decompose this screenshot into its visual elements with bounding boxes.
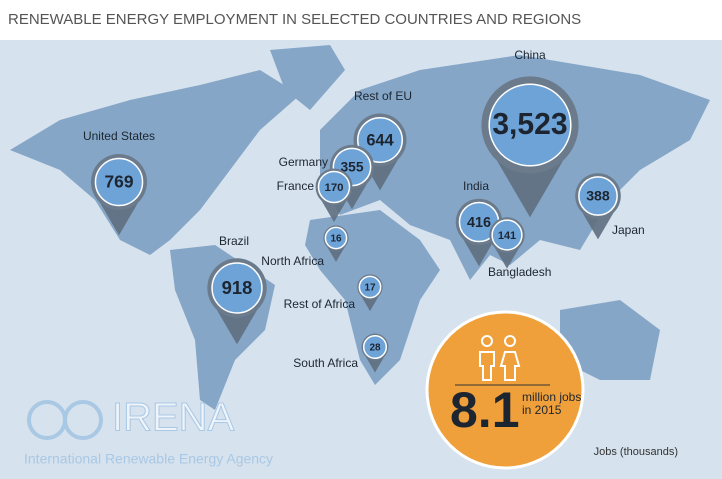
- title: RENEWABLE ENERGY EMPLOYMENT IN SELECTED …: [8, 11, 581, 28]
- pin-shape: [494, 247, 520, 269]
- pin-value: 170: [324, 182, 343, 194]
- pin-shape: [216, 308, 258, 345]
- pin: 3,523 China: [481, 48, 579, 218]
- greenland: [270, 45, 345, 110]
- pin-value: 17: [364, 283, 376, 294]
- pin: 416 India: [455, 179, 503, 267]
- pin-face: [491, 219, 523, 251]
- pin-face: [358, 275, 382, 299]
- total-circle: [425, 310, 585, 470]
- pin-label: Germany: [279, 155, 328, 169]
- pin-face: [356, 116, 404, 164]
- logo-name: IRENA: [112, 396, 235, 440]
- pin-face: [317, 170, 351, 204]
- pin-face: [578, 176, 618, 216]
- pin-value: 355: [341, 160, 364, 175]
- pin-face: [94, 157, 144, 207]
- pin-face: [211, 262, 263, 314]
- legend-note: Jobs (thousands): [594, 446, 678, 458]
- people-icon: [479, 335, 521, 381]
- pin-value: 3,523: [492, 108, 567, 141]
- pin: 769 United States: [83, 129, 155, 236]
- pin-shape: [365, 356, 385, 373]
- pin-shape: [99, 201, 139, 236]
- pins: 769 United States 918 Brazil 644 Rest of EU 35…: [83, 48, 645, 373]
- pin-shape: [361, 295, 379, 312]
- pin-label: India: [463, 179, 489, 193]
- header-band: [0, 0, 722, 40]
- pin-shape: [327, 246, 345, 262]
- pin-value: 769: [105, 172, 134, 192]
- north-america: [10, 70, 300, 255]
- pin-label: Brazil: [219, 234, 249, 248]
- pin-label: North Africa: [261, 254, 324, 268]
- pin-value: 416: [467, 215, 491, 231]
- pin: 16 North Africa: [261, 225, 349, 268]
- pin-label: China: [514, 48, 546, 62]
- pin-value: 388: [586, 188, 610, 204]
- pin-value: 644: [366, 131, 394, 149]
- total-value: 8.1: [450, 382, 520, 438]
- pin-label: United States: [83, 129, 155, 143]
- pin-shape: [321, 199, 347, 223]
- pin: 170 France: [277, 168, 353, 223]
- pin: 388 Japan: [575, 173, 645, 240]
- pin-label: Rest of Africa: [284, 297, 356, 311]
- pin-face: [324, 226, 348, 250]
- logo-subtitle: International Renewable Energy Agency: [24, 451, 273, 467]
- pin: 918 Brazil: [207, 234, 267, 345]
- total-label-box: million jobs in 2015: [522, 391, 582, 417]
- pin-label: Rest of EU: [354, 89, 412, 103]
- pin-label: France: [277, 179, 315, 193]
- pin-value: 141: [498, 230, 516, 242]
- total-label: million jobs in 2015: [522, 391, 582, 417]
- logo-mark: [27, 400, 103, 440]
- pin: 141 Bangladesh: [488, 217, 551, 279]
- pin-face: [488, 83, 572, 167]
- pin: 28 South Africa: [293, 333, 389, 373]
- pin-value: 16: [330, 234, 342, 245]
- pin-value: 28: [369, 343, 381, 354]
- australia: [560, 300, 660, 380]
- pin-label: Bangladesh: [488, 265, 551, 279]
- pin-face: [362, 334, 388, 360]
- pin-shape: [495, 159, 565, 218]
- pin-label: South Africa: [293, 356, 358, 370]
- pin-shape: [582, 211, 614, 240]
- pin: 17 Rest of Africa: [284, 274, 383, 311]
- pin-label: Japan: [612, 223, 645, 237]
- pin-shape: [462, 238, 496, 267]
- pin-value: 918: [222, 277, 253, 298]
